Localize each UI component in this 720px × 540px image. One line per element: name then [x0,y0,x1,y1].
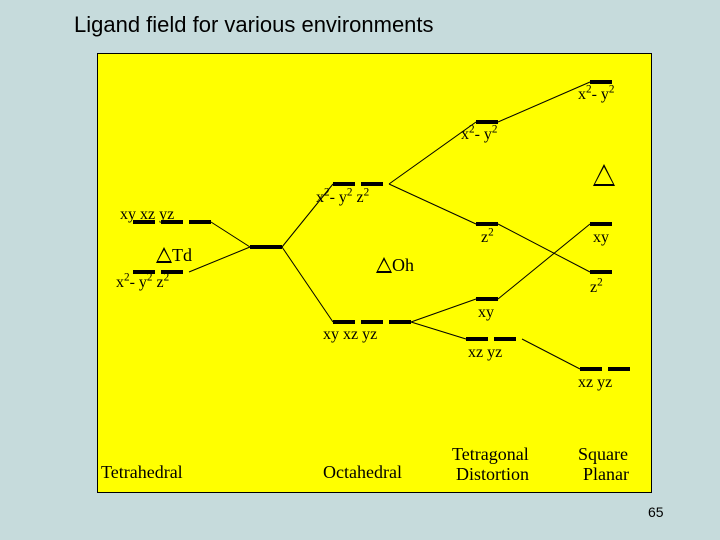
page-number: 65 [648,504,664,520]
diagram-label: Planar [583,464,629,485]
orbital-label: xy [593,229,609,247]
diagram-label: Td [156,245,192,266]
diagram-label: Tetragonal [452,444,529,465]
page-title: Ligand field for various environments [74,12,434,38]
ligand-field-diagram: Tetrahedral Octahedral TetragonalDistortio… [97,53,652,493]
orbital-label: xz yz [578,374,612,392]
orbital-label: x2- y2 [578,86,615,104]
orbital-label: xy xz yz [323,326,377,344]
orbital-label: xy [478,304,494,322]
diagram-label [593,164,615,190]
diagram-label: Distortion [456,464,529,485]
orbital-label: xz yz [468,344,502,362]
orbital-label: xy xz yz [120,206,174,224]
diagram-label: Tetrahedral [101,462,183,483]
orbital-label: x2- y2 z2 [116,274,169,292]
diagram-label: Oh [376,255,414,276]
diagram-label: Octahedral [323,462,402,483]
orbital-label: x2- y2 [461,126,498,144]
orbital-label: z2 [590,279,603,297]
orbital-label: z2 [481,229,494,247]
orbital-label: x2- y2 z2 [316,189,369,207]
diagram-label: Square [578,444,628,465]
